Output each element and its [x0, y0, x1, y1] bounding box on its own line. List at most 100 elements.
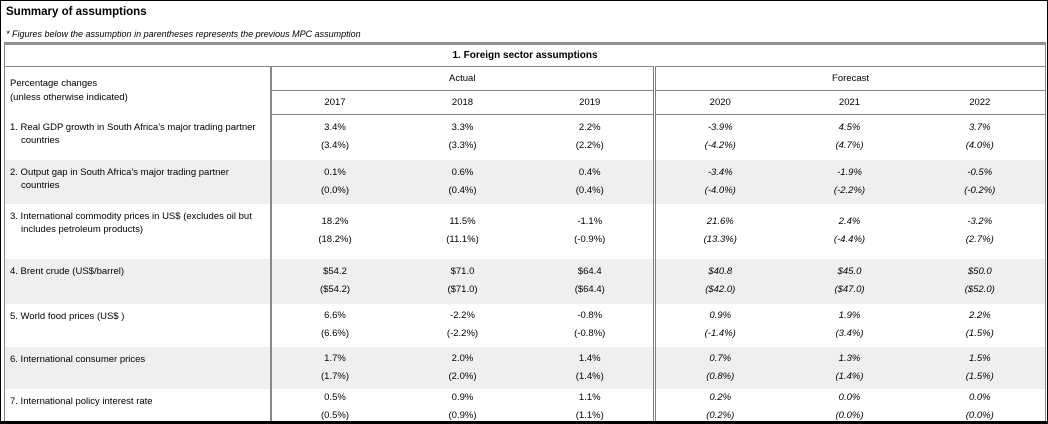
row-header-line1: Percentage changes [10, 77, 98, 89]
cell-previous-value: (11.1%) [446, 234, 479, 245]
cell-value: 1.4% [578, 352, 601, 364]
cell-value: 4.5% [838, 122, 861, 134]
cell-previous-value: (3.4%) [835, 328, 864, 339]
year-header-2018: 2018 [398, 90, 527, 115]
cell-value: 1.9% [838, 310, 861, 321]
cell-previous-value: (0.8%) [706, 370, 735, 382]
cell-value: 0.1% [324, 166, 346, 178]
table-body: 1. Real GDP growth in South Africa's maj… [4, 114, 1046, 422]
table-title-row: 1. Foreign sector assumptions [4, 43, 1046, 67]
row-label-cell: 2. Output gap in South Africa's major tr… [4, 159, 272, 204]
cell-previous-value: ($54.2) [319, 284, 351, 295]
cell-value: 0.6% [451, 166, 474, 178]
cell-actual-2017: 0.1% (0.0%) [271, 160, 399, 204]
row-label: 1. Real GDP growth in South Africa's maj… [10, 121, 256, 146]
cell-previous-value: (0.4%) [575, 184, 604, 196]
cell-previous-value: (0.9%) [448, 409, 477, 421]
cell-value: 2.2% [578, 122, 601, 134]
cell-actual-2017: 18.2% (18.2%) [271, 204, 399, 259]
cell-actual-2019: 1.1% (1.1%) [526, 388, 656, 421]
cell-actual-2017: 6.6% (6.6%) [271, 304, 399, 347]
cell-forecast-2021: 0.0% (0.0%) [785, 389, 915, 422]
cell-previous-value: (1.1%) [575, 409, 604, 421]
cell-forecast-2022: -3.2% (2.7%) [915, 204, 1046, 259]
cell-previous-value: (18.2%) [318, 234, 352, 245]
row-label-cell: 5. World food prices (US$ ) [4, 303, 272, 347]
cell-previous-value: (-2.2%) [446, 328, 479, 339]
year-header-2019: 2019 [526, 90, 656, 115]
cell-value: 1.5% [968, 352, 991, 364]
cell-previous-value: (1.5%) [965, 328, 994, 339]
cell-value: $64.4 [577, 266, 602, 277]
cell-value: $50.0 [967, 266, 992, 277]
page-title: Summary of assumptions [6, 6, 147, 18]
year-header-2017: 2017 [270, 90, 399, 115]
cell-value: 2.2% [968, 310, 991, 321]
cell-previous-value: (6.6%) [321, 328, 349, 339]
row-label-cell: 7. International policy interest rate [4, 388, 272, 421]
cell-value: 2.0% [451, 352, 474, 364]
cell-forecast-2022: -0.5% (-0.2%) [915, 160, 1046, 204]
cell-value: 0.9% [709, 310, 732, 321]
cell-value: 6.6% [324, 310, 346, 321]
cell-value: 0.2% [709, 391, 732, 403]
cell-value: 0.0% [838, 391, 861, 403]
cell-forecast-2021: -1.9% (-2.2%) [785, 160, 915, 204]
cell-previous-value: (-2.2%) [833, 184, 866, 196]
cell-forecast-2022: 2.2% (1.5%) [915, 304, 1046, 347]
cell-forecast-2020: -3.4% (-4.0%) [655, 160, 785, 204]
previous-assumption-footnote: * Figures below the assumption in parent… [6, 29, 361, 39]
year-header-2020: 2020 [654, 90, 785, 115]
cell-previous-value: (1.5%) [965, 370, 994, 382]
cell-value: -3.4% [707, 166, 733, 178]
cell-actual-2019: -1.1% (-0.9%) [526, 203, 656, 259]
cell-value: 11.5% [449, 216, 476, 227]
cell-value: -1.1% [577, 216, 603, 227]
cell-value: -3.9% [707, 122, 733, 134]
row-label: 5. World food prices (US$ ) [10, 310, 125, 322]
cell-value: 2.4% [838, 216, 861, 227]
cell-previous-value: (1.7%) [321, 370, 349, 382]
cell-previous-value: (-0.9%) [574, 234, 606, 245]
cell-previous-value: (-4.0%) [704, 184, 736, 196]
row-label: 2. Output gap in South Africa's major tr… [10, 166, 229, 191]
cell-previous-value: (0.2%) [706, 409, 735, 421]
foreign-sector-assumptions-table: 1. Foreign sector assumptions Percentage… [4, 42, 1047, 422]
row-label: 6. International consumer prices [10, 353, 146, 365]
cell-forecast-2021: 1.3% (1.4%) [785, 347, 915, 389]
cell-value: $45.0 [837, 266, 862, 277]
year-header-row: 2017 2018 2019 2020 2021 2022 [5, 90, 1046, 115]
cell-previous-value: (-4.2%) [704, 140, 736, 152]
cell-forecast-2022: 0.0% (0.0%) [915, 389, 1046, 422]
cell-actual-2018: 2.0% (2.0%) [399, 347, 527, 389]
cell-previous-value: (1.4%) [835, 370, 864, 382]
cell-actual-2017: $54.2 ($54.2) [271, 259, 399, 304]
cell-forecast-2022: $50.0 ($52.0) [915, 259, 1046, 304]
cell-previous-value: (0.5%) [321, 409, 349, 421]
cell-previous-value: (2.0%) [448, 370, 477, 382]
cell-value: $40.8 [708, 266, 733, 277]
cell-actual-2017: 1.7% (1.7%) [271, 347, 399, 389]
row-label-cell: 4. Brent crude (US$/barrel) [4, 258, 272, 304]
cell-value: -0.8% [577, 310, 603, 321]
cell-forecast-2020: 0.9% (-1.4%) [655, 304, 785, 347]
cell-forecast-2020: 0.2% (0.2%) [655, 389, 785, 422]
cell-value: 21.6% [706, 216, 734, 227]
cell-forecast-2020: 0.7% (0.8%) [655, 347, 785, 389]
cell-value: 1.7% [324, 352, 346, 364]
table-row: 1. Real GDP growth in South Africa's maj… [4, 114, 1046, 160]
row-label-cell: 3. International commodity prices in US$… [4, 203, 272, 259]
cell-previous-value: (0.4%) [448, 184, 477, 196]
year-header-2021: 2021 [784, 90, 915, 115]
cell-forecast-2021: 1.9% (3.4%) [785, 304, 915, 347]
row-label: 4. Brent crude (US$/barrel) [10, 265, 125, 277]
cell-forecast-2020: $40.8 ($42.0) [655, 259, 785, 304]
cell-forecast-2021: 4.5% (4.7%) [785, 115, 915, 160]
cell-actual-2018: $71.0 ($71.0) [399, 259, 527, 304]
cell-actual-2019: $64.4 ($64.4) [526, 258, 656, 304]
table-row: 6. International consumer prices 1.7% (1.7… [4, 346, 1046, 389]
cell-actual-2018: 3.3% (3.3%) [399, 115, 527, 160]
cell-forecast-2022: 3.7% (4.0%) [915, 115, 1046, 160]
cell-value: 3.7% [968, 122, 991, 134]
